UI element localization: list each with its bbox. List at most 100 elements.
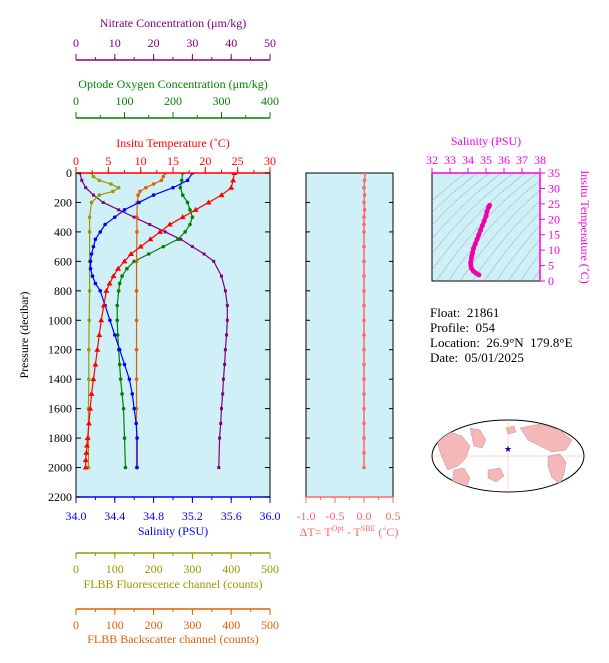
pressure-axis-title: Pressure (decibar) — [17, 292, 31, 379]
ts-salinity-tick-label: 35 — [480, 153, 492, 167]
salinity-data-point — [91, 244, 96, 249]
backscatter-axis-title: FLBB Backscatter channel (counts) — [87, 632, 259, 646]
fluorescence-data-point — [91, 174, 96, 179]
fluorescence-data-point — [109, 182, 113, 186]
salinity-data-point — [89, 252, 94, 256]
temperature-data-point — [83, 449, 90, 455]
salinity-axis-tick-label: 34.8 — [143, 509, 164, 523]
salinity-data-point — [122, 208, 127, 212]
oxygen-data-point — [188, 208, 192, 212]
delta-t-data-point — [362, 200, 366, 205]
salinity-data-point — [122, 362, 127, 367]
fluorescence-axis-title: FLBB Fluorescence channel (counts) — [84, 577, 263, 591]
ts-data-point — [472, 241, 478, 247]
temperature-data-point — [110, 273, 117, 279]
nitrate-data-point — [223, 289, 227, 293]
temperature-data-point — [157, 228, 164, 234]
ts-density-contour — [432, 173, 467, 202]
delta-t-data-point — [362, 347, 366, 352]
salinity-axis-tick-label: 34.4 — [104, 509, 125, 523]
temperature-data-point — [179, 214, 186, 220]
temperature-data-point — [228, 184, 235, 190]
temperature-data-point — [137, 243, 144, 249]
backscatter-data-point — [159, 178, 164, 183]
fluorescence-axis-tick-label: 200 — [145, 562, 163, 576]
delta-t-data-point — [362, 392, 366, 396]
delta-t-data-point — [362, 259, 366, 264]
backscatter-data-point — [134, 318, 139, 323]
ts-salinity-tick-label: 33 — [444, 153, 456, 167]
delta-axis-tick-label: -0.5 — [326, 509, 345, 523]
delta-axis-tick-label: 0.5 — [386, 509, 401, 523]
nitrate-data-point — [202, 252, 206, 256]
oxygen-axis-tick-label: 200 — [164, 94, 182, 108]
ts-temperature-tick-label: 20 — [548, 212, 560, 226]
delta-axis-title: ΔT= TOpt - TSBE (˚C) — [300, 524, 399, 539]
delta-t-data-point — [362, 193, 367, 197]
temperature-data-point — [85, 420, 92, 426]
fluorescence-data-point — [87, 230, 92, 234]
oxygen-data-point — [188, 222, 192, 227]
delta-plot-background — [305, 172, 394, 498]
fluorescence-axis-tick-label: 0 — [73, 562, 79, 576]
oxygen-axis-title: Optode Oxygen Concentration (μm/kg) — [78, 77, 267, 91]
oxygen-axis-tick-label: 100 — [116, 94, 134, 108]
ts-temperature-tick-label: 0 — [548, 274, 554, 288]
oxygen-data-point — [117, 362, 122, 367]
salinity-data-point — [98, 289, 103, 293]
temperature-data-point — [127, 251, 134, 256]
ts-data-point — [479, 222, 485, 228]
ts-temperature-tick-label: 10 — [548, 243, 560, 257]
delta-t-data-point — [362, 362, 366, 367]
ts-salinity-tick-label: 38 — [534, 153, 546, 167]
oxygen-data-point — [120, 392, 124, 396]
oxygen-axis-tick-label: 400 — [261, 94, 279, 108]
pressure-tick-label: 600 — [54, 254, 72, 268]
fluorescence-data-point — [97, 178, 102, 183]
nitrate-data-point — [80, 178, 84, 182]
backscatter-data-point — [134, 259, 139, 264]
salinity-data-point — [108, 318, 112, 323]
pressure-tick-label: 1200 — [48, 343, 72, 357]
nitrate-data-point — [220, 407, 223, 411]
fluorescence-data-point — [87, 347, 91, 352]
temperature-data-point — [94, 346, 101, 352]
salinity-data-point — [127, 377, 132, 381]
salinity-data-point — [134, 421, 138, 426]
backscatter-data-point — [138, 189, 142, 194]
main-plot-background — [75, 172, 271, 498]
fluorescence-data-point — [87, 215, 92, 219]
temperature-data-point — [84, 435, 91, 441]
temperature-axis-tick-label: 30 — [264, 154, 276, 168]
backscatter-axis-tick-label: 200 — [145, 618, 163, 632]
temperature-data-point — [90, 376, 97, 382]
temperature-data-point — [82, 457, 89, 463]
nitrate-data-point — [225, 333, 229, 337]
temperature-data-point — [92, 361, 99, 367]
pressure-tick-label: 1000 — [48, 313, 72, 327]
ts-temperature-tick-label: 5 — [548, 259, 554, 273]
salinity-axis: 34.0 34.4 34.8 35.2 35.6 36.0 — [66, 496, 281, 523]
ts-temperature-tick-label: 15 — [548, 228, 560, 242]
backscatter-data-point — [135, 230, 139, 234]
ts-density-contour — [531, 269, 540, 281]
oxygen-data-point — [176, 237, 180, 242]
salinity-axis-tick-label: 35.6 — [221, 509, 242, 523]
ts-density-contour — [495, 224, 540, 281]
delta-t-data-point — [362, 421, 366, 426]
nitrate-axis-tick-label: 40 — [225, 36, 237, 50]
main-series-group — [78, 173, 238, 470]
temperature-data-point — [88, 390, 95, 396]
temperature-axis-tick-label: 5 — [105, 154, 111, 168]
nitrate-data-point — [163, 230, 167, 234]
salinity-data-point — [88, 266, 93, 271]
salinity-data-point — [98, 230, 103, 234]
oxygen-data-point — [123, 465, 128, 470]
fluorescence-data-point — [87, 289, 92, 293]
nitrate-data-point — [217, 466, 221, 470]
ts-density-contour — [432, 173, 527, 271]
oxygen-axis-tick-label: 300 — [213, 94, 231, 108]
temperature-data-point — [192, 206, 199, 212]
fluorescence-data-point — [97, 193, 102, 197]
pressure-tick-label: 200 — [54, 195, 72, 209]
